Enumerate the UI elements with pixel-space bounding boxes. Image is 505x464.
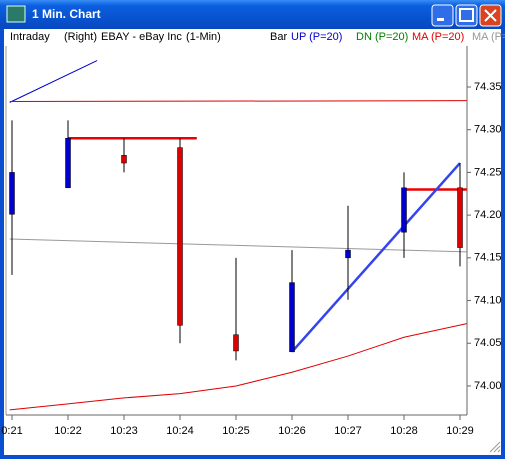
overlay-line bbox=[291, 162, 461, 353]
legend-entry: MA (P= bbox=[472, 31, 505, 43]
header-label: Bar bbox=[270, 31, 287, 43]
y-tick-label: 74.25 bbox=[474, 166, 502, 178]
close-button[interactable] bbox=[479, 4, 502, 27]
candle-body bbox=[289, 282, 295, 353]
y-tick-label: 74.10 bbox=[474, 294, 502, 306]
y-tick-label: 74.15 bbox=[474, 252, 502, 264]
overlay-line bbox=[9, 238, 467, 253]
x-tick-label: 10:29 bbox=[446, 425, 474, 437]
overlay-line bbox=[9, 100, 467, 103]
client-area bbox=[4, 29, 501, 455]
header-label: EBAY - eBay Inc bbox=[101, 31, 182, 43]
y-tick-label: 74.00 bbox=[474, 380, 502, 392]
candle-body bbox=[65, 138, 71, 189]
title-bar bbox=[0, 0, 505, 29]
x-tick-label: 10:26 bbox=[278, 425, 306, 437]
x-tick-label: 10:27 bbox=[334, 425, 362, 437]
candle-body bbox=[345, 249, 351, 259]
x-tick-label: 10:23 bbox=[110, 425, 138, 437]
header-label: (Right) bbox=[64, 31, 97, 43]
y-tick-label: 74.05 bbox=[474, 337, 502, 349]
x-tick-label: 10:24 bbox=[166, 425, 194, 437]
x-tick-label: 10:22 bbox=[54, 425, 82, 437]
x-tick-label: 0:21 bbox=[1, 425, 22, 437]
window-title: 1 Min. Chart bbox=[32, 7, 101, 21]
legend-entry: MA (P=20) bbox=[412, 31, 464, 43]
overlay-line bbox=[9, 323, 467, 411]
header-label: (1-Min) bbox=[186, 31, 221, 43]
resize-grip bbox=[489, 441, 501, 453]
candle-body bbox=[9, 172, 15, 215]
overlay-line bbox=[9, 60, 98, 103]
minimize-button[interactable] bbox=[431, 4, 454, 27]
maximize-button[interactable] bbox=[455, 4, 478, 27]
candle-body bbox=[121, 155, 127, 164]
candle-body bbox=[401, 187, 407, 233]
x-tick-label: 10:25 bbox=[222, 425, 250, 437]
y-tick-label: 74.35 bbox=[474, 81, 502, 93]
app-icon bbox=[6, 5, 26, 23]
header-label: Intraday bbox=[10, 31, 50, 43]
legend-entry: DN (P=20) bbox=[356, 31, 408, 43]
candle-body bbox=[177, 147, 183, 326]
x-tick-label: 10:28 bbox=[390, 425, 418, 437]
legend-entry: UP (P=20) bbox=[291, 31, 342, 43]
candle-body bbox=[233, 334, 239, 352]
candle-body bbox=[457, 187, 463, 248]
y-tick-label: 74.20 bbox=[474, 209, 502, 221]
y-tick-label: 74.30 bbox=[474, 124, 502, 136]
